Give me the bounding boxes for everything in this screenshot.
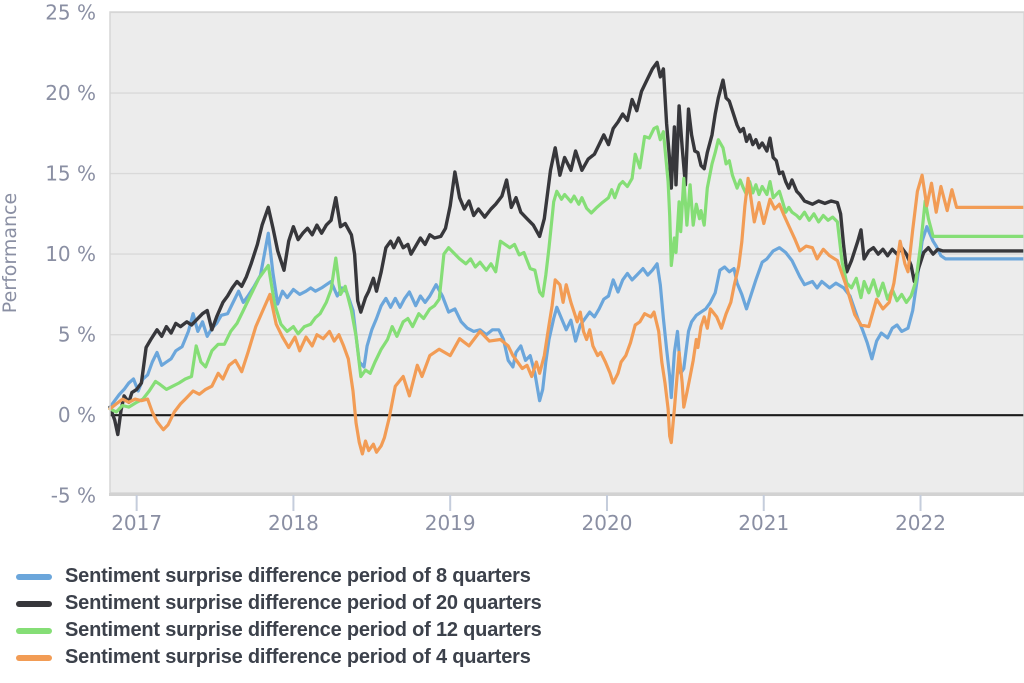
x-tick-label: 2022	[895, 511, 946, 535]
legend-item-8-quarters[interactable]: Sentiment surprise difference period of …	[16, 563, 542, 590]
y-tick-label: 15 %	[45, 162, 96, 186]
series-20q-line-swatch	[16, 600, 52, 607]
legend-item-4-quarters[interactable]: Sentiment surprise difference period of …	[16, 644, 542, 671]
legend-label: Sentiment surprise difference period of …	[65, 619, 542, 641]
series-line-20q	[108, 60, 1024, 437]
plot-area	[110, 12, 1024, 493]
x-tick-label: 2021	[738, 511, 789, 535]
x-tick-label: 2019	[425, 511, 476, 535]
legend-label: Sentiment surprise difference period of …	[65, 565, 531, 587]
series-4q-line-swatch	[16, 654, 52, 661]
x-tick-label: 2017	[111, 511, 162, 535]
y-axis-title: Performance	[0, 193, 21, 313]
y-tick-label: 0 %	[58, 403, 96, 427]
series-line-4q	[108, 173, 1024, 456]
y-tick-label: 20 %	[45, 81, 96, 105]
chart-legend: Sentiment surprise difference period of …	[16, 563, 542, 671]
y-tick-label: -5 %	[51, 484, 96, 508]
legend-item-20-quarters[interactable]: Sentiment surprise difference period of …	[16, 590, 542, 617]
y-tick-label: 5 %	[58, 323, 96, 347]
series-line-12q	[108, 125, 1024, 414]
y-tick-label: 10 %	[45, 242, 96, 266]
x-tick-label: 2020	[582, 511, 633, 535]
x-tick-label: 2018	[268, 511, 319, 535]
series-12q-line-swatch	[16, 627, 52, 634]
legend-label: Sentiment surprise difference period of …	[65, 646, 531, 668]
y-tick-label: 25 %	[45, 0, 96, 24]
series-line-8q	[108, 225, 1024, 409]
legend-label: Sentiment surprise difference period of …	[65, 592, 542, 614]
legend-item-12-quarters[interactable]: Sentiment surprise difference period of …	[16, 617, 542, 644]
series-8q-line-swatch	[16, 573, 52, 580]
